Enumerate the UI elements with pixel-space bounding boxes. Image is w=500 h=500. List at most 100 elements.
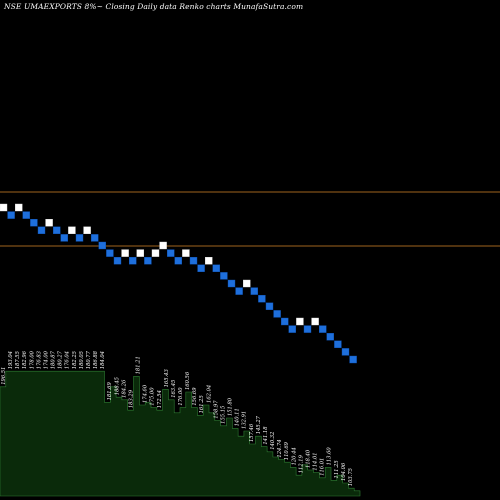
price-label: 151.80 [228,397,234,416]
price-label: 161.25 [199,395,205,413]
renko-brick-down [341,348,350,356]
renko-brick-up [242,279,251,288]
price-label: 183.29 [128,389,134,408]
price-label: 141.18 [263,426,269,445]
renko-brick-down [258,295,266,303]
price-label: 172.54 [157,390,163,408]
price-label: 184.04 [100,351,106,369]
renko-brick-down [265,302,274,310]
price-label: 174.00 [44,350,50,369]
price-label: 180.27 [58,350,64,369]
price-label: 156.69 [192,387,198,406]
price-label: 176.00 [178,387,184,406]
price-label: 162.04 [206,385,212,403]
renko-brick-down [7,211,15,219]
price-label: 163.45 [171,380,177,398]
price-label: 104.06 [341,462,347,481]
price-label: 180.05 [79,351,85,369]
price-label: 140.32 [270,432,276,450]
renko-brick-up [121,249,129,257]
price-label: 182.25 [72,351,78,369]
price-label: 165.43 [164,369,170,388]
renko-brick-down [334,340,342,348]
price-label: 182.96 [22,350,28,369]
price-label: 118.40 [305,449,311,468]
renko-brick-down [144,257,152,265]
renko-brick-down [75,234,84,242]
volume-area [0,370,361,497]
price-label: 193.04 [8,351,14,369]
chart-title: NSE UMAEXPORTS 8%~ Closing Daily data Re… [4,2,304,11]
renko-brick-down [227,279,236,288]
renko-brick-down [197,264,205,272]
price-label: 186.88 [93,350,99,369]
price-label: 181.21 [136,356,142,374]
renko-brick-up [311,317,319,326]
price-label: 160.56 [185,371,191,390]
price-label: 178.00 [29,350,35,369]
renko-brick-up [68,226,76,235]
price-label: 120.44 [291,447,297,465]
renko-brick-up [0,203,8,212]
renko-brick-down [250,287,259,295]
price-label: 114.01 [313,452,319,470]
price-label: 132.91 [242,411,248,429]
renko-brick-down [22,211,30,219]
price-label: 111.25 [334,460,340,478]
renko-brick-down [349,355,357,364]
price-label: 196.51 [1,367,7,385]
renko-brick-down [37,226,46,235]
renko-brick-down [98,241,107,250]
renko-brick-down [220,272,228,280]
price-label: 174.60 [143,384,149,403]
price-label: 180.77 [86,350,92,369]
renko-brick-down [166,249,175,257]
price-label: 176.83 [36,350,42,369]
price-label: 158.97 [213,400,219,419]
renko-brick-down [30,218,38,227]
price-label: 155.15 [221,406,227,424]
renko-brick-up [151,249,160,257]
renko-brick-down [106,249,114,257]
volume-shape [0,370,361,497]
renko-brick-down [273,310,281,318]
price-label: 180.87 [51,350,57,369]
renko-brick-down [113,257,122,265]
renko-brick-down [319,325,327,333]
renko-brick-down [60,234,68,242]
reference-lines [0,191,500,247]
renko-brick-down [288,325,296,333]
renko-brick-down [174,257,183,265]
price-label: 184.26 [121,379,127,398]
renko-brick-up [136,249,145,257]
renko-brick-down [281,317,289,326]
renko-brick-up [83,226,91,235]
renko-brick-down [90,234,99,242]
price-label: 113.60 [327,447,333,466]
renko-brick-up [182,249,190,257]
price-label: 157.46 [249,423,255,442]
renko-brick-up [14,203,23,212]
renko-brick-down [212,264,221,272]
renko-bricks [0,203,357,364]
renko-brick-down [128,257,137,265]
price-label: 145.27 [256,415,262,434]
price-label: 176.04 [65,351,71,369]
price-label: 110.69 [284,441,290,460]
price-label: 175.00 [150,387,156,406]
renko-brick-up [45,218,53,227]
price-label: 188.45 [114,377,120,395]
price-label: 124.74 [277,439,283,457]
price-label: 181.69 [107,382,113,401]
renko-brick-down [53,226,61,235]
price-label: 187.55 [15,351,21,369]
price-label: 112.19 [298,454,304,473]
price-label: 140.11 [235,408,241,426]
price-label: 116.01 [320,458,326,476]
renko-brick-up [296,317,304,326]
renko-brick-up [204,257,213,265]
renko-brick-up [159,241,167,250]
